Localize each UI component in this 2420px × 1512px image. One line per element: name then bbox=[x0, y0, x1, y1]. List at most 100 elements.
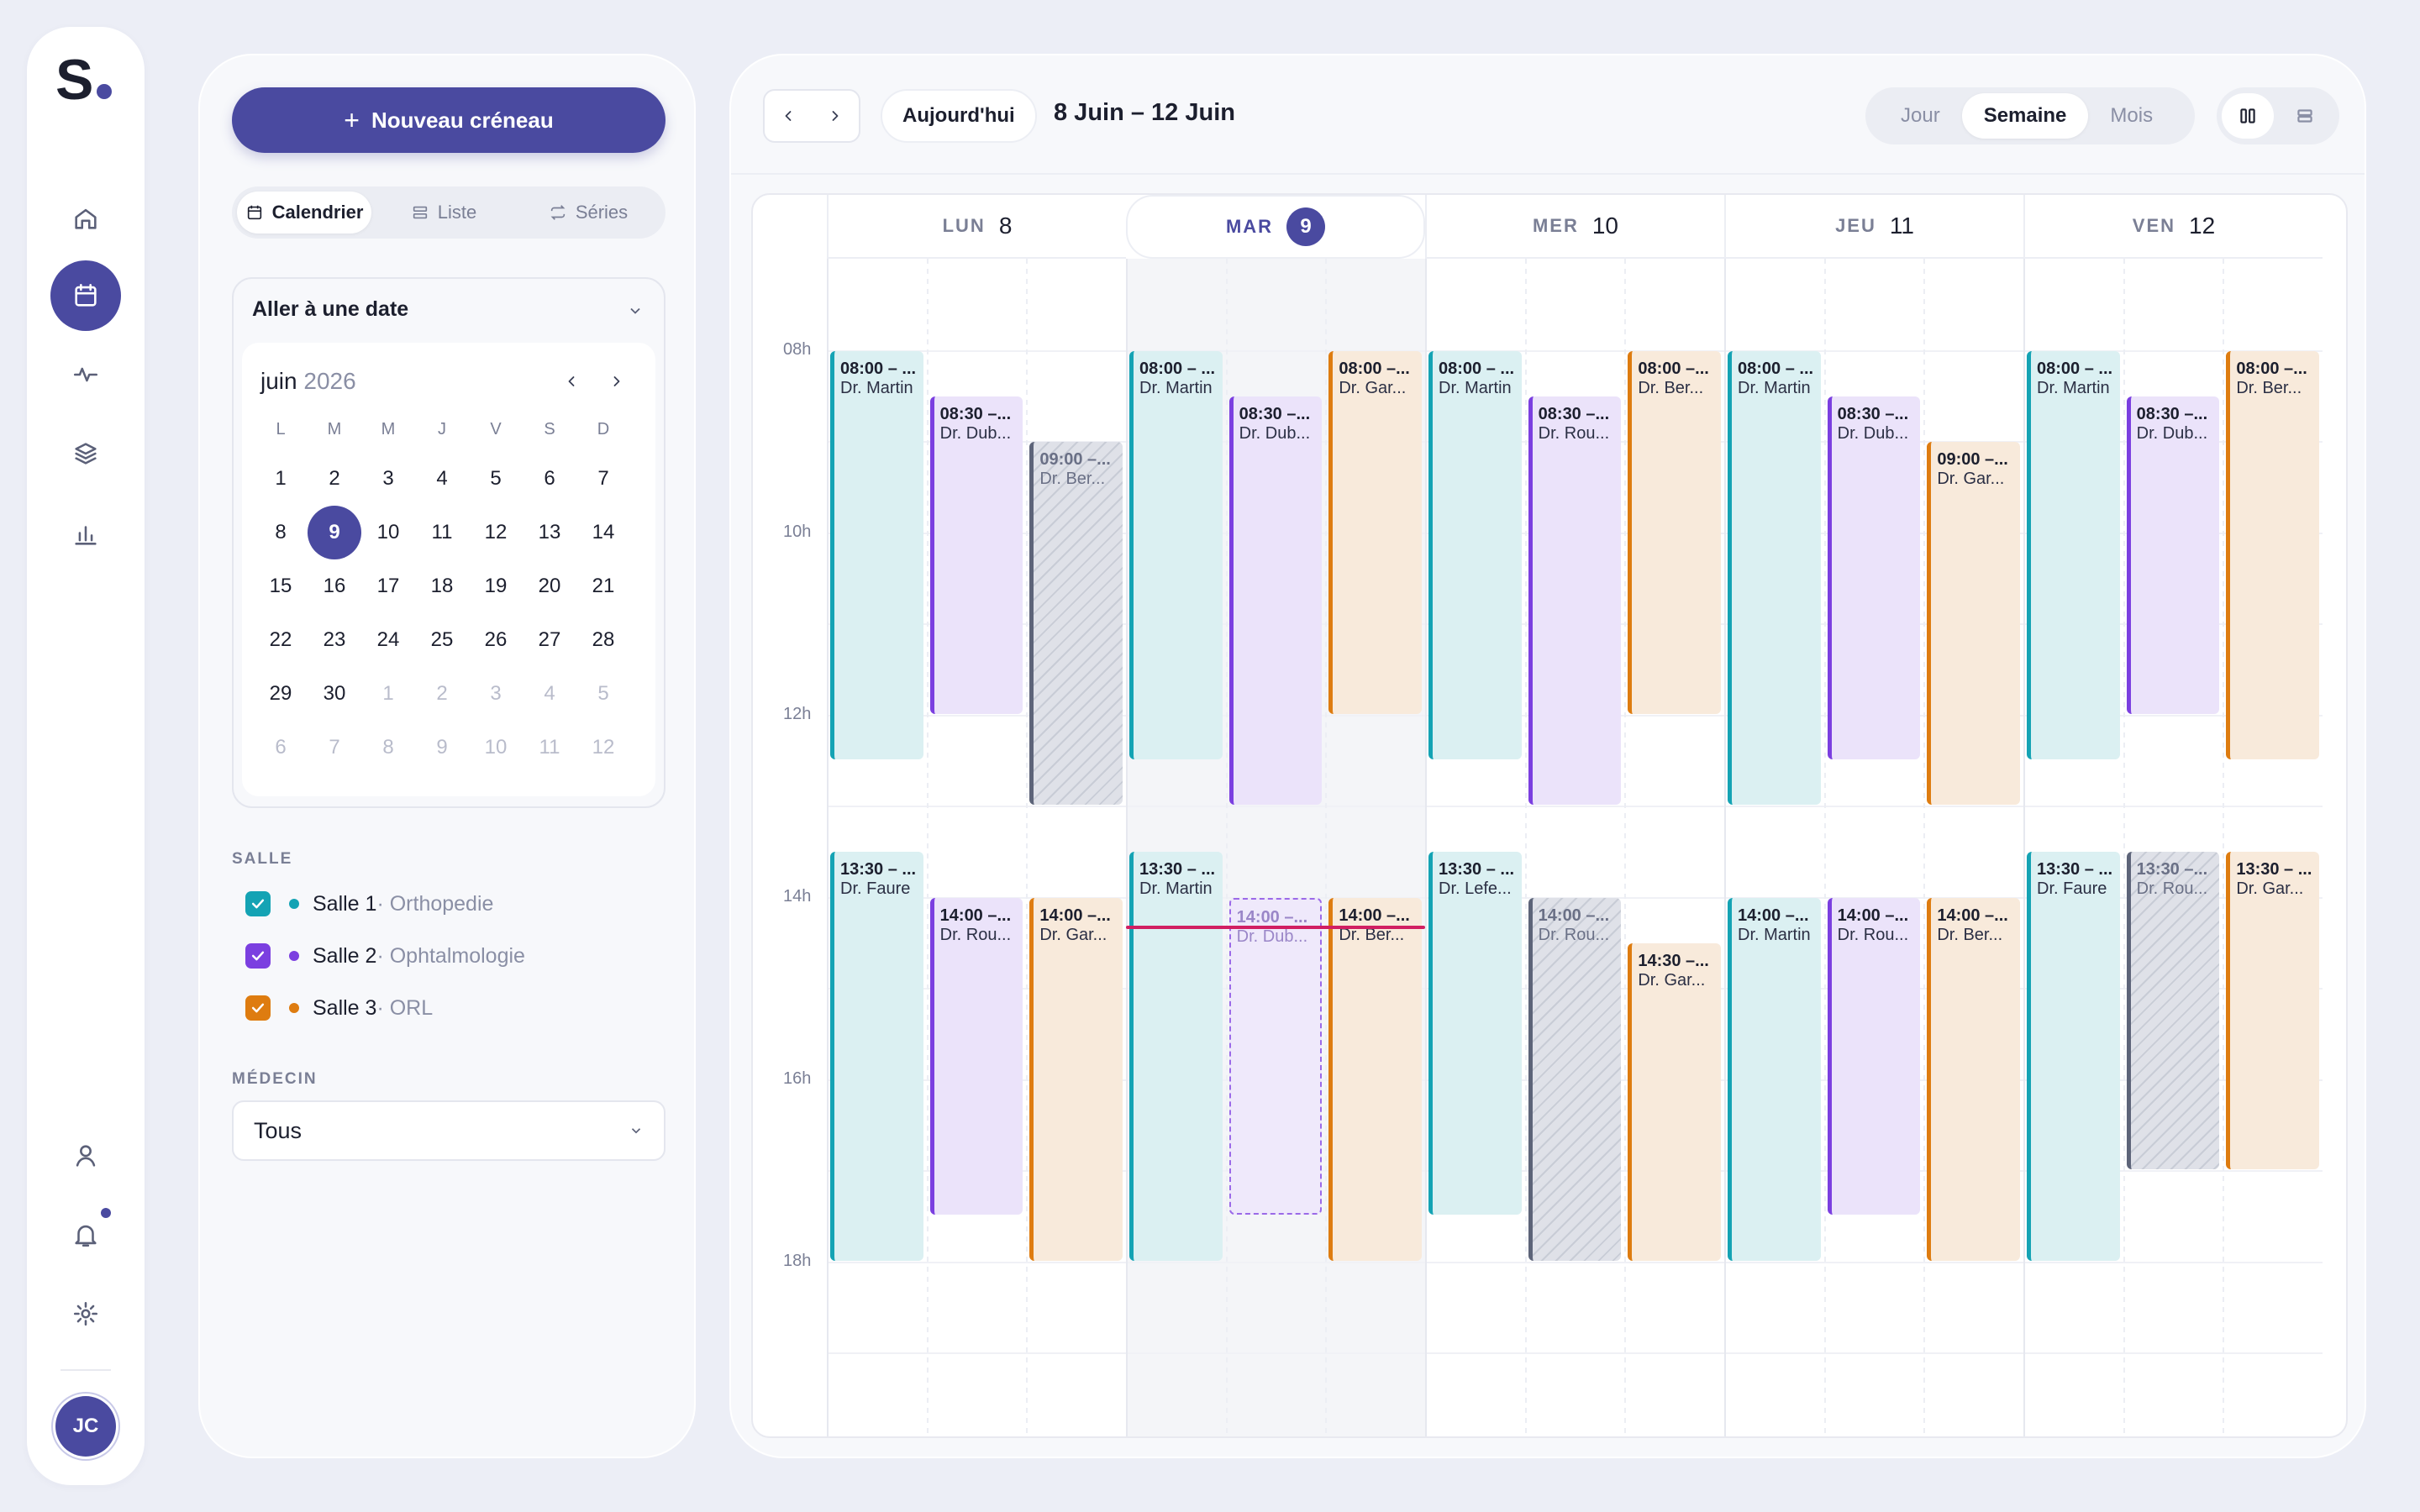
view-semaine[interactable]: Semaine bbox=[1961, 93, 2089, 139]
appointment-slot[interactable]: 13:30 – ... Dr. Gar... bbox=[2226, 852, 2319, 1169]
calendar-day[interactable]: 5 bbox=[597, 682, 609, 705]
calendar-day[interactable]: 17 bbox=[376, 575, 400, 597]
columns-layout-button[interactable] bbox=[2222, 93, 2274, 139]
calendar-day[interactable]: 28 bbox=[592, 628, 615, 651]
new-slot-button[interactable]: + Nouveau créneau bbox=[232, 87, 666, 153]
date-picker-title[interactable]: Aller à une date bbox=[252, 297, 409, 321]
appointment-slot[interactable]: 13:30 – ... Dr. Faure bbox=[2027, 852, 2120, 1261]
avatar[interactable]: JC bbox=[55, 1396, 116, 1457]
calendar-day[interactable]: 16 bbox=[323, 575, 346, 597]
medecin-select[interactable]: Tous bbox=[232, 1100, 666, 1161]
day-header[interactable]: MAR 9 bbox=[1126, 195, 1425, 259]
calendar-day[interactable]: 19 bbox=[484, 575, 508, 597]
appointment-slot[interactable]: 08:00 – ... Dr. Martin bbox=[1728, 350, 1821, 805]
day-header[interactable]: VEN 12 bbox=[2023, 195, 2323, 259]
calendar-day[interactable]: 7 bbox=[597, 467, 609, 490]
calendar-day[interactable]: 15 bbox=[269, 575, 292, 597]
calendar-day[interactable]: 25 bbox=[430, 628, 454, 651]
calendar-day[interactable]: 10 bbox=[376, 521, 400, 543]
calendar-day[interactable]: 21 bbox=[592, 575, 615, 597]
layers-icon[interactable] bbox=[50, 418, 121, 489]
appointment-slot[interactable]: 08:30 –... Dr. Dub... bbox=[929, 396, 1023, 714]
appointment-slot[interactable]: 14:00 –... Dr. Martin bbox=[1728, 897, 1821, 1261]
appointment-slot[interactable]: 13:30 – ... Dr. Faure bbox=[830, 852, 923, 1261]
calendar-day[interactable]: 27 bbox=[538, 628, 561, 651]
calendar-day[interactable]: 11 bbox=[431, 521, 453, 543]
calendar-day[interactable]: 26 bbox=[484, 628, 508, 651]
calendar-day[interactable]: 12 bbox=[592, 736, 615, 759]
calendar-day[interactable]: 12 bbox=[484, 521, 508, 543]
calendar-day[interactable]: 18 bbox=[430, 575, 454, 597]
activity-icon[interactable] bbox=[50, 339, 121, 410]
calendar-day[interactable]: 6 bbox=[544, 467, 555, 490]
room-filter[interactable]: Salle 3 · ORL bbox=[245, 991, 433, 1025]
calendar-day[interactable]: 9 bbox=[436, 736, 448, 759]
calendar-day[interactable]: 4 bbox=[544, 682, 555, 705]
checkbox[interactable] bbox=[245, 995, 271, 1021]
bell-icon[interactable] bbox=[50, 1200, 121, 1270]
calendar-day[interactable]: 10 bbox=[484, 736, 508, 759]
appointment-slot[interactable]: 14:00 –... Dr. Ber... bbox=[1328, 897, 1422, 1261]
appointment-slot[interactable]: 13:30 – ... Dr. Martin bbox=[1129, 852, 1223, 1261]
today-button[interactable]: Aujourd'hui bbox=[881, 89, 1037, 143]
appointment-slot[interactable]: 08:00 –... Dr. Ber... bbox=[1628, 350, 1721, 714]
calendar-day[interactable]: 7 bbox=[329, 736, 340, 759]
calendar-day[interactable]: 1 bbox=[382, 682, 394, 705]
calendar-day[interactable]: 8 bbox=[275, 521, 287, 543]
appointment-slot[interactable]: 08:30 –... Dr. Dub... bbox=[1228, 396, 1323, 805]
calendar-day[interactable]: 3 bbox=[490, 682, 502, 705]
view-mois[interactable]: Mois bbox=[2110, 104, 2154, 127]
calendar-day[interactable]: 13 bbox=[538, 521, 561, 543]
prev-week-button[interactable] bbox=[765, 91, 812, 141]
next-week-button[interactable] bbox=[812, 91, 859, 141]
calendar-day[interactable]: 14 bbox=[592, 521, 615, 543]
appointment-slot[interactable]: 08:30 –... Dr. Dub... bbox=[2126, 396, 2220, 714]
room-filter[interactable]: Salle 1 · Orthopedie bbox=[245, 887, 493, 921]
calendar-day[interactable]: 1 bbox=[275, 467, 287, 490]
calendar-day[interactable]: 11 bbox=[539, 736, 560, 759]
chevron-down-icon[interactable] bbox=[627, 302, 644, 319]
calendar-day[interactable]: 24 bbox=[376, 628, 400, 651]
appointment-slot[interactable]: 08:00 –... Dr. Gar... bbox=[1328, 350, 1422, 714]
calendar-day[interactable]: 20 bbox=[538, 575, 561, 597]
calendar-day[interactable]: 4 bbox=[436, 467, 448, 490]
appointment-slot[interactable]: 14:00 –... Dr. Ber... bbox=[1927, 897, 2020, 1261]
tab-calendrier[interactable]: Calendrier bbox=[237, 192, 371, 234]
calendar-day[interactable]: 23 bbox=[323, 628, 346, 651]
calendar-day[interactable]: 6 bbox=[275, 736, 287, 759]
calendar-day[interactable]: 2 bbox=[436, 682, 448, 705]
calendar-day[interactable]: 5 bbox=[490, 467, 502, 490]
calendar-day[interactable]: 3 bbox=[382, 467, 394, 490]
appointment-slot[interactable]: 14:00 –... Dr. Gar... bbox=[1029, 897, 1123, 1261]
appointment-slot[interactable]: 09:00 –... Dr. Ber... bbox=[1029, 442, 1123, 805]
tab-series[interactable]: Séries bbox=[516, 192, 660, 234]
appointment-slot[interactable]: 08:00 – ... Dr. Martin bbox=[2027, 350, 2120, 759]
appointment-slot[interactable]: 08:00 –... Dr. Ber... bbox=[2226, 350, 2319, 759]
calendar-day[interactable]: 22 bbox=[269, 628, 292, 651]
appointment-slot[interactable]: 14:00 –... Dr. Dub... bbox=[1228, 897, 1323, 1215]
appointment-slot[interactable]: 08:00 – ... Dr. Martin bbox=[1428, 350, 1522, 759]
appointment-slot[interactable]: 09:00 –... Dr. Gar... bbox=[1927, 442, 2020, 805]
calendar-day[interactable]: 29 bbox=[269, 682, 292, 705]
appointment-slot[interactable]: 14:30 –... Dr. Gar... bbox=[1628, 942, 1721, 1261]
appointment-slot[interactable]: 08:30 –... Dr. Dub... bbox=[1827, 396, 1921, 759]
chart-icon[interactable] bbox=[50, 499, 121, 570]
day-header[interactable]: LUN 8 bbox=[827, 195, 1126, 259]
appointment-slot[interactable]: 13:30 – ... Dr. Lefe... bbox=[1428, 852, 1522, 1215]
appointment-slot[interactable]: 08:30 –... Dr. Rou... bbox=[1528, 396, 1622, 805]
appointment-slot[interactable]: 13:30 –... Dr. Rou... bbox=[2126, 852, 2220, 1169]
day-header[interactable]: MER 10 bbox=[1425, 195, 1724, 259]
room-filter[interactable]: Salle 2 · Ophtalmologie bbox=[245, 939, 525, 973]
appointment-slot[interactable]: 08:00 – ... Dr. Martin bbox=[1129, 350, 1223, 759]
appointment-slot[interactable]: 14:00 –... Dr. Rou... bbox=[1827, 897, 1921, 1215]
day-header[interactable]: JEU 11 bbox=[1724, 195, 2023, 259]
appointment-slot[interactable]: 14:00 –... Dr. Rou... bbox=[1528, 897, 1622, 1261]
appointment-slot[interactable]: 14:00 –... Dr. Rou... bbox=[929, 897, 1023, 1215]
view-jour[interactable]: Jour bbox=[1901, 104, 1940, 127]
checkbox[interactable] bbox=[245, 891, 271, 916]
rows-layout-button[interactable] bbox=[2279, 93, 2331, 139]
prev-month-button[interactable] bbox=[556, 366, 587, 396]
calendar-day[interactable]: 9 bbox=[308, 506, 361, 559]
home-icon[interactable] bbox=[50, 183, 121, 254]
user-icon[interactable] bbox=[50, 1121, 121, 1191]
